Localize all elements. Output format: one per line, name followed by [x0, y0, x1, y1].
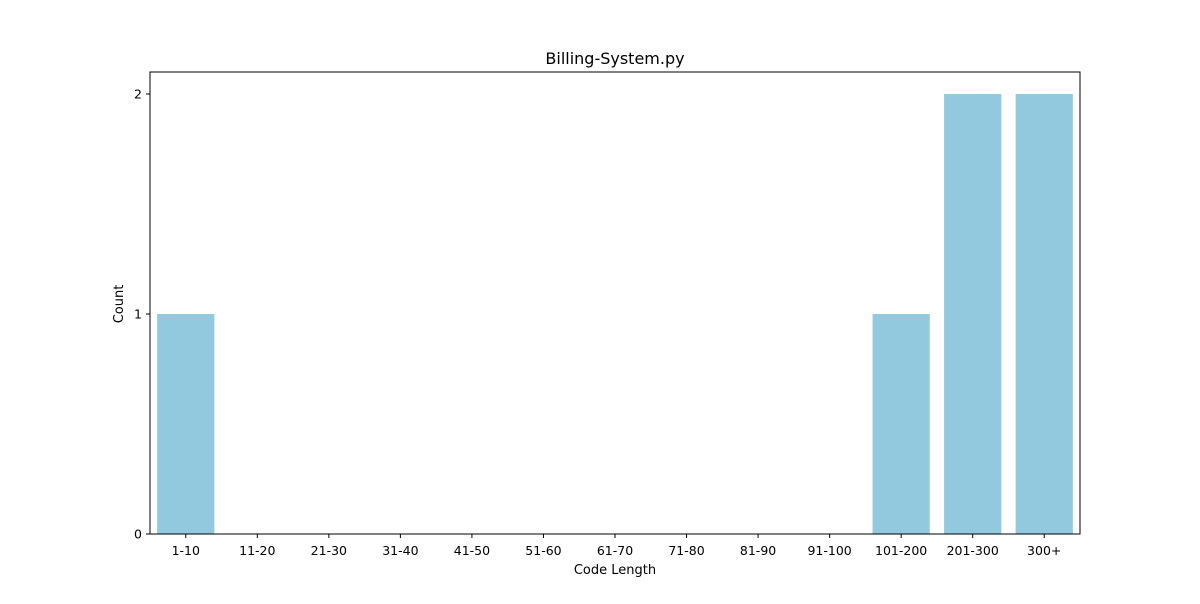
bar-300+: [1015, 94, 1073, 534]
x-tick-label: 1-10: [172, 543, 200, 558]
x-tick-label: 71-80: [668, 543, 704, 558]
y-tick-label: 0: [134, 527, 142, 542]
x-tick-label: 201-300: [947, 543, 999, 558]
x-tick-label: 21-30: [311, 543, 347, 558]
x-tick-label: 51-60: [525, 543, 561, 558]
y-tick-label: 1: [134, 307, 142, 322]
x-axis-label: Code Length: [574, 563, 656, 578]
chart-title: Billing-System.py: [545, 49, 684, 68]
x-tick-label: 11-20: [239, 543, 275, 558]
x-tick-label: 61-70: [597, 543, 633, 558]
bars-layer: [157, 94, 1073, 534]
x-tick-label: 101-200: [875, 543, 927, 558]
bar-101-200: [872, 314, 930, 534]
x-axis: 1-10 11-20 21-30 31-40 41-50 51-60 61-70 71-80 8…: [172, 534, 1061, 558]
bar-1-10: [157, 314, 215, 534]
plot-frame: [149, 71, 1081, 535]
x-tick-label: 81-90: [740, 543, 776, 558]
y-tick-label: 2: [134, 87, 142, 102]
x-tick-label: 41-50: [454, 543, 490, 558]
y-axis-label: Count: [112, 285, 127, 324]
x-tick-label: 91-100: [807, 543, 851, 558]
x-tick-label: 31-40: [382, 543, 418, 558]
bar-201-300: [944, 94, 1002, 534]
y-axis: 0 1 2: [134, 87, 150, 542]
x-tick-label: 300+: [1027, 543, 1061, 558]
